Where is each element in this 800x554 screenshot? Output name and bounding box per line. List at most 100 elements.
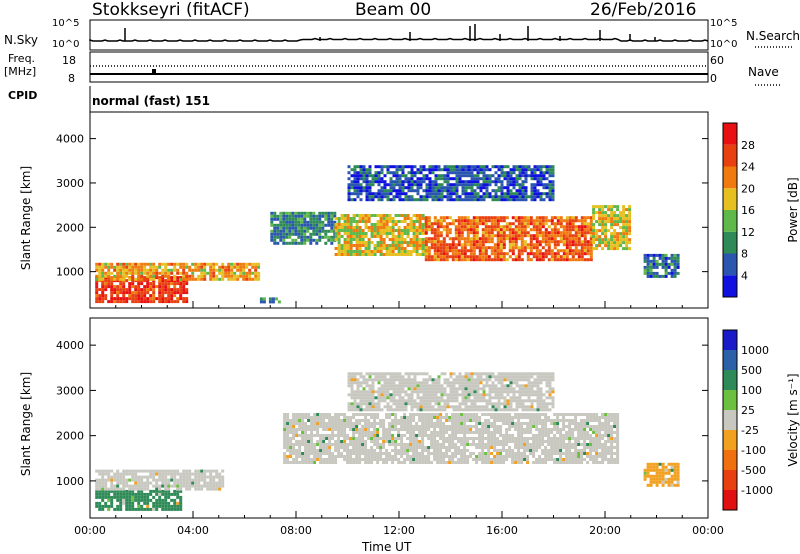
velocity-cell [511, 434, 515, 437]
velocity-cell [547, 443, 551, 446]
power-cell [282, 223, 286, 227]
velocity-cell [439, 434, 443, 437]
power-cell [239, 262, 243, 266]
power-cell [607, 214, 611, 218]
time-xlabel: Time UT [362, 540, 412, 554]
power-cell [352, 238, 356, 241]
power-cell [583, 258, 587, 262]
velocity-cell [404, 405, 408, 409]
velocity-cell [490, 413, 494, 416]
power-cell [358, 238, 362, 241]
power-cell [628, 229, 632, 233]
velocity-cell [383, 390, 387, 394]
velocity-cell [382, 446, 386, 449]
power-cell [475, 246, 479, 250]
power-cell [455, 198, 459, 202]
power-cell [176, 279, 180, 283]
power-cell [476, 198, 480, 202]
power-cell [619, 235, 623, 239]
power-cell [451, 243, 455, 247]
power-cell [430, 222, 434, 226]
power-cell [481, 240, 485, 244]
power-cell [539, 198, 543, 202]
velocity-cell [350, 378, 354, 382]
velocity-cell [445, 452, 449, 455]
velocity-cell [457, 416, 461, 419]
power-cell [613, 205, 617, 209]
velocity-cell [493, 446, 497, 449]
power-cell [458, 183, 462, 187]
velocity-cell [410, 378, 414, 382]
power-cell [134, 271, 138, 275]
velocity-cell [346, 425, 350, 428]
power-cell [143, 300, 147, 304]
velocity-cell [392, 393, 396, 397]
power-cell [416, 189, 420, 193]
power-cell [649, 262, 653, 266]
velocity-cell [301, 416, 305, 419]
power-cell [518, 183, 522, 187]
velocity-cell [373, 413, 377, 416]
power-cell [350, 183, 354, 187]
power-cell [536, 168, 540, 172]
power-cell [340, 244, 344, 247]
power-cell [550, 231, 554, 235]
velocity-cell [529, 416, 533, 419]
power-cell [382, 220, 386, 223]
power-cell [446, 198, 450, 202]
power-cell [542, 186, 546, 190]
power-cell [460, 246, 464, 250]
power-cell [503, 171, 507, 175]
velocity-cell [325, 461, 329, 464]
power-cell [137, 262, 141, 266]
velocity-cell [532, 419, 536, 422]
velocity-cell [475, 413, 479, 416]
power-cell [143, 291, 147, 295]
power-cell [410, 171, 414, 175]
power-cell [368, 195, 372, 199]
power-cell [239, 265, 243, 269]
velocity-cell [131, 469, 135, 473]
power-cell [403, 229, 407, 232]
power-cell [434, 174, 438, 178]
power-cell [539, 177, 543, 181]
power-cell [448, 216, 452, 220]
power-cell [625, 217, 629, 221]
velocity-cell [304, 440, 308, 443]
velocity-cell [565, 434, 569, 437]
velocity-cell [430, 413, 434, 416]
power-cell [285, 241, 289, 245]
power-cell [380, 195, 384, 199]
velocity-cell [283, 428, 287, 431]
velocity-cell [359, 402, 363, 406]
power-cell [454, 219, 458, 223]
power-cell [485, 183, 489, 187]
velocity-cell [421, 452, 425, 455]
power-cell [291, 220, 295, 224]
power-cell [464, 165, 468, 169]
velocity-cell [508, 455, 512, 458]
velocity-cell [613, 425, 617, 428]
velocity-cell [466, 443, 470, 446]
power-cell [397, 229, 401, 232]
power-cell [610, 235, 614, 239]
power-cell [140, 265, 144, 269]
velocity-cell [361, 458, 365, 461]
velocity-cell [307, 434, 311, 437]
power-cell [595, 220, 599, 224]
power-cell [643, 268, 647, 272]
velocity-cell [439, 443, 443, 446]
power-cell [436, 240, 440, 244]
velocity-cell [367, 434, 371, 437]
power-cell [146, 271, 150, 275]
velocity-cell [451, 434, 455, 437]
velocity-cell [574, 443, 578, 446]
velocity-cell [457, 449, 461, 452]
power-cell [622, 229, 626, 233]
power-cell [509, 189, 513, 193]
power-cell [529, 222, 533, 226]
power-cell [367, 226, 371, 229]
velocity-cell [146, 495, 150, 499]
power-cell [481, 219, 485, 223]
power-cell [309, 226, 313, 230]
